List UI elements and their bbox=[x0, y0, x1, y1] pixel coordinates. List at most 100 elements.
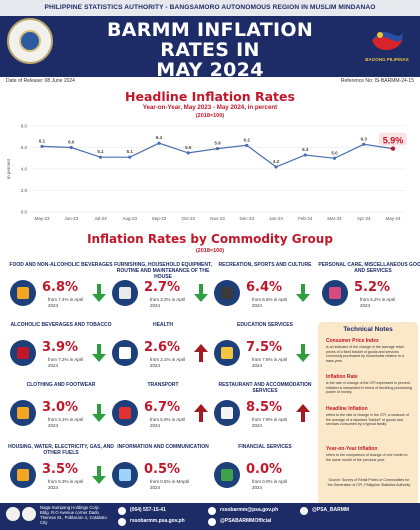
headline-base-year: (2018=100) bbox=[195, 113, 225, 119]
medicine-icon bbox=[112, 340, 138, 366]
footer-email[interactable]: rssobarmm@psa.gov.ph bbox=[220, 507, 279, 513]
shirt-icon-glyph bbox=[17, 407, 29, 419]
washing-machine-icon bbox=[112, 280, 138, 306]
food-basket-icon-glyph bbox=[17, 287, 29, 299]
food-basket-icon bbox=[10, 280, 36, 306]
arrow-up-icon bbox=[194, 404, 208, 422]
commodity-title: TRANSPORT bbox=[147, 382, 179, 388]
commodity-title: ALCOHOLIC BEVERAGES AND TOBACCO bbox=[10, 322, 112, 328]
data-point bbox=[98, 155, 103, 159]
arrow-down-icon bbox=[92, 344, 106, 362]
cosmetics-icon-glyph bbox=[329, 287, 341, 299]
shirt-icon bbox=[10, 400, 36, 426]
commodity-previous-rate: from 3.1% in April 2024 bbox=[48, 417, 84, 428]
x-tick-label: Aug-23 bbox=[122, 216, 137, 221]
data-point bbox=[40, 144, 44, 149]
web-icon bbox=[118, 518, 126, 526]
release-info-bar: Date of Release: 08 June 2024 Reference … bbox=[0, 77, 420, 86]
headline-subtitle: Year-on-Year, May 2023 - May 2024, in pe… bbox=[142, 104, 278, 111]
note-text: refers to the rate of change in the CPI,… bbox=[326, 413, 409, 426]
phone-icon-glyph bbox=[119, 469, 131, 481]
note-heading: Headline Inflation bbox=[326, 406, 368, 412]
commodity-previous-rate: from 7.9% in April 2024 bbox=[252, 417, 288, 428]
commodity-rate: 6.8% bbox=[42, 280, 79, 295]
agency-name: PHILIPPINE STATISTICS AUTHORITY - BANGSA… bbox=[0, 0, 420, 16]
y-tick-label: 2.0 bbox=[21, 188, 28, 193]
data-point bbox=[390, 146, 396, 151]
data-point bbox=[362, 142, 366, 146]
data-label: 5.0 bbox=[331, 150, 338, 155]
money-icon-glyph bbox=[221, 469, 233, 481]
data-point bbox=[303, 153, 307, 157]
data-point bbox=[186, 151, 190, 155]
data-label: 6.0 bbox=[68, 140, 75, 145]
data-label: 5.1 bbox=[97, 149, 104, 154]
y-tick-label: 0.0 bbox=[21, 210, 28, 215]
data-label: 5.9 bbox=[214, 141, 221, 146]
commodity-previous-rate: from 7.6% in April 2024 bbox=[252, 357, 288, 368]
x-tick-label: Sep-23 bbox=[152, 216, 167, 221]
money-icon bbox=[214, 462, 240, 488]
commodity-rate: 6.7% bbox=[144, 400, 181, 415]
restaurant-icon-glyph bbox=[221, 407, 233, 419]
data-point bbox=[69, 145, 73, 150]
data-point bbox=[215, 146, 220, 151]
commodity-rate: 8.5% bbox=[246, 400, 283, 415]
cosmetics-icon bbox=[322, 280, 348, 306]
note-text: is an indicator of the change in the ave… bbox=[326, 345, 404, 363]
y-tick-label: 4.0 bbox=[21, 167, 28, 172]
arrow-up-icon bbox=[296, 404, 310, 422]
release-date: Date of Release: 08 June 2024 bbox=[6, 78, 75, 84]
note-text: refers to the comparison of change of on… bbox=[326, 453, 408, 462]
y-tick-label: 8.0 bbox=[21, 124, 28, 129]
latest-value-highlight bbox=[379, 132, 407, 146]
page-title: BARMM INFLATION RATES IN MAY 2024 bbox=[106, 19, 314, 81]
commodity-previous-rate: from 7.2% in April 2024 bbox=[48, 357, 84, 368]
commodity-title: RECREATION, SPORTS AND CULTURE bbox=[218, 262, 312, 268]
commodity-rate: 3.0% bbox=[42, 400, 79, 415]
data-label: 6.2 bbox=[244, 137, 251, 142]
house-icon-glyph bbox=[17, 469, 29, 481]
phone-icon bbox=[118, 507, 126, 515]
washing-machine-icon-glyph bbox=[119, 287, 131, 299]
x-tick-label: Feb-24 bbox=[298, 216, 313, 221]
school-icon-glyph bbox=[221, 347, 233, 359]
note-heading: Year-on-Year Inflation bbox=[326, 446, 378, 452]
y-tick-label: 6.0 bbox=[21, 145, 28, 150]
footer-phone[interactable]: (064) 557-15-41 bbox=[130, 507, 166, 513]
footer-x-handle[interactable]: @PSA_BARMM bbox=[312, 507, 350, 513]
commodity-rate: 3.5% bbox=[42, 462, 79, 477]
data-label: 6.1 bbox=[39, 138, 46, 143]
commodity-title: FINANCIAL SERVICES bbox=[238, 444, 292, 450]
commodity-previous-rate: from 6.6% in April 2024 bbox=[252, 297, 288, 308]
commodity-base-year: (2018=100) bbox=[195, 248, 225, 254]
commodity-rate: 0.0% bbox=[246, 462, 283, 477]
commodity-title: FURNISHING, HOUSEHOLD EQUIPMENT, ROUTINE… bbox=[114, 262, 212, 280]
footer-website[interactable]: rssobarmm.psa.gov.ph bbox=[130, 518, 185, 524]
arrow-down-icon bbox=[92, 466, 106, 484]
x-tick-label: Nov-23 bbox=[210, 216, 225, 221]
arrow-up-icon bbox=[194, 344, 208, 362]
data-label: 6.3 bbox=[361, 136, 368, 141]
data-label: 5.3 bbox=[302, 147, 309, 152]
commodity-rate: 5.2% bbox=[354, 280, 391, 295]
footer-facebook[interactable]: @PSABARMMOfficial bbox=[220, 518, 272, 524]
commodity-title: EDUCATION SERVICES bbox=[237, 322, 293, 328]
x-tick-label: Jun-23 bbox=[64, 216, 78, 221]
footer-psa-logo bbox=[6, 507, 20, 521]
data-point bbox=[128, 155, 132, 159]
commodity-rate: 7.5% bbox=[246, 340, 283, 355]
commodity-rate: 0.5% bbox=[144, 462, 181, 477]
x-tick-label: Jan-24 bbox=[269, 216, 283, 221]
arrow-down-icon bbox=[92, 284, 106, 302]
x-tick-label: Mar-24 bbox=[327, 216, 342, 221]
house-icon bbox=[10, 462, 36, 488]
facebook-icon bbox=[208, 518, 216, 526]
arrow-down-icon bbox=[194, 284, 208, 302]
data-label: 5.9% bbox=[383, 136, 404, 146]
psa-logo-emblem bbox=[19, 30, 41, 52]
x-tick-label: Jul-23 bbox=[94, 216, 107, 221]
commodity-rate: 2.6% bbox=[144, 340, 181, 355]
source-note: Source: Survey of Retail Prices of Commo… bbox=[327, 478, 411, 487]
medicine-icon-glyph bbox=[119, 347, 131, 359]
